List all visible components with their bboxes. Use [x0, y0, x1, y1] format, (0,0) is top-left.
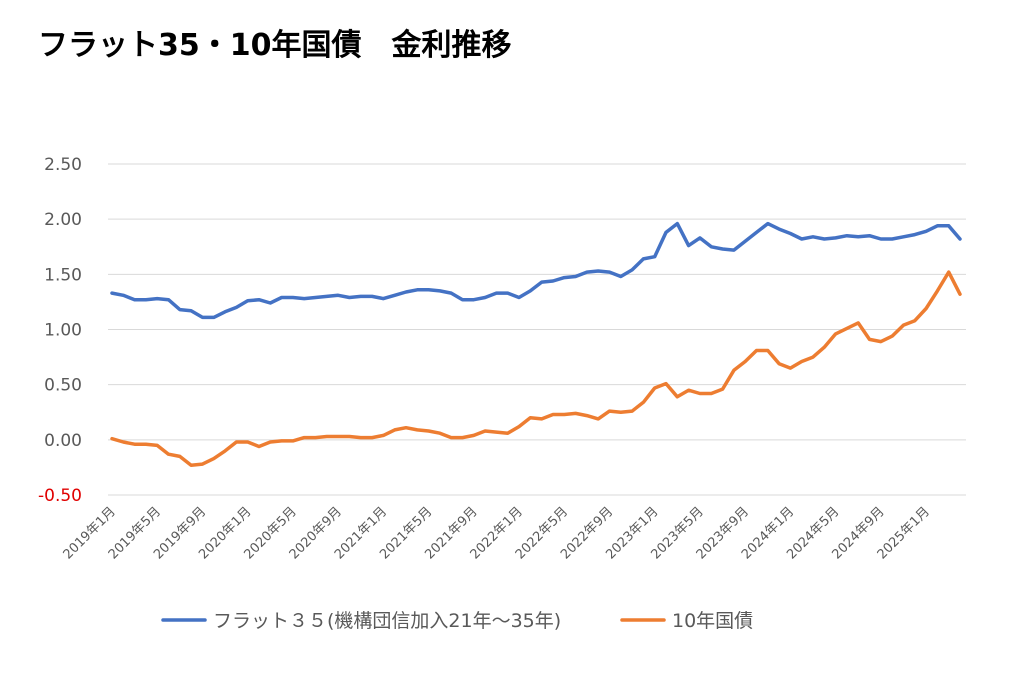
legend-label-2: 10年国債: [672, 610, 753, 632]
y-tick-label: 2.00: [44, 210, 82, 230]
y-tick-label: 1.50: [44, 265, 82, 285]
series-line-2: [110, 270, 962, 467]
y-axis-ticks: 2.50 2.00 1.50 1.00 0.50 0.00 -0.50: [38, 155, 82, 506]
series-lines: [110, 221, 962, 467]
y-tick-label: 0.00: [44, 431, 82, 451]
gridlines: [108, 163, 966, 496]
y-tick-label: -0.50: [38, 486, 82, 506]
chart-title: フラット35・10年国債 金利推移: [38, 28, 512, 63]
y-tick-label: 1.00: [44, 321, 82, 341]
legend-label-1: フラット３５(機構団信加入21年〜35年): [213, 610, 561, 632]
y-tick-label: 2.50: [44, 155, 82, 175]
legend: フラット３５(機構団信加入21年〜35年) 10年国債: [161, 610, 753, 632]
y-tick-label: 0.50: [44, 376, 82, 396]
x-axis-ticks: 2019年1月2019年5月2019年9月2020年1月2020年5月2020年…: [61, 504, 933, 562]
series-line-1: [110, 221, 962, 320]
